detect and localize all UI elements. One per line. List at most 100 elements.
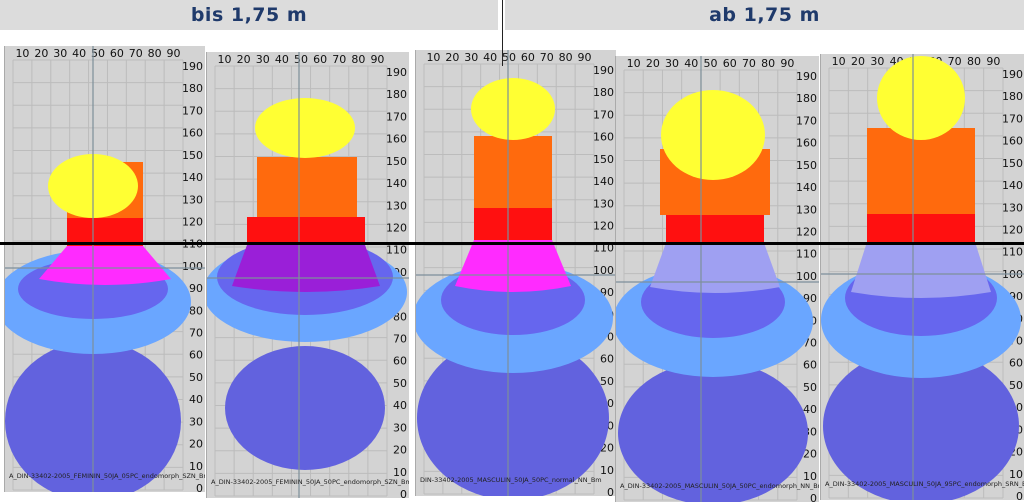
x-tick-label: 70 [540, 51, 554, 64]
x-tick-label: 20 [34, 47, 48, 60]
x-tick-label: 80 [761, 57, 775, 70]
y-tick-label: 0 [196, 482, 203, 492]
y-tick-label: 170 [182, 104, 203, 117]
body-shape-figure: 1020304050607080901901801701601501401301… [821, 54, 1024, 500]
shoulder-shape [455, 240, 571, 292]
x-tick-label: 20 [646, 57, 660, 70]
panel-feminin-50pc: 10 20 30 40 50 60 70 80 90 190 180 170 160 150 140 130 1… [206, 52, 409, 498]
neck-lower-block [67, 218, 143, 246]
y-tick-label: 130 [1002, 201, 1023, 214]
x-tick-label: 30 [665, 57, 679, 70]
neck-upper-block [257, 157, 357, 217]
neck-upper-block [474, 136, 552, 208]
head-shape [661, 90, 765, 180]
y-tick-label: 130 [593, 197, 614, 210]
x-tick-label: 90 [578, 51, 592, 64]
banner-right: ab 1,75 m [505, 0, 1024, 30]
panel-caption: A_DIN-33402-2005_FEMININ_50JA_05PC_endom… [9, 472, 205, 480]
y-tick-label: 70 [189, 327, 203, 340]
y-tick-label: 180 [182, 82, 203, 95]
shoulder-shape [39, 246, 171, 285]
neck-lower-block [474, 208, 552, 240]
x-tick-label: 90 [780, 57, 794, 70]
head-shape [471, 78, 555, 140]
x-tick-label: 30 [53, 47, 67, 60]
y-tick-label: 20 [393, 444, 407, 457]
y-tick-label: 10 [393, 466, 407, 479]
y-tick-label: 30 [393, 421, 407, 434]
x-tick-label: 10 [426, 51, 440, 64]
banner-left: bis 1,75 m [0, 0, 498, 30]
y-tick-label: 180 [593, 86, 614, 99]
y-tick-label: 110 [386, 244, 407, 257]
x-tick-label: 60 [110, 47, 124, 60]
section-divider [502, 0, 503, 66]
x-tick-label: 20 [851, 55, 865, 68]
panel-masculin-50pc-endomorph: 10 20 30 40 50 60 70 80 90 190 180 170 160 150 140 130 1… [615, 56, 819, 502]
y-tick-label: 170 [593, 108, 614, 121]
y-tick-label: 0 [607, 486, 614, 496]
x-tick-label: 60 [313, 53, 327, 66]
belly-shape [823, 348, 1019, 500]
x-tick-label: 40 [483, 51, 497, 64]
y-tick-label: 180 [1002, 90, 1023, 103]
y-tick-label: 0 [400, 488, 407, 498]
y-tick-label: 50 [189, 371, 203, 384]
y-tick-label: 160 [593, 131, 614, 144]
y-tick-label: 80 [189, 304, 203, 317]
reference-line-110 [0, 242, 1024, 245]
y-tick-label: 20 [803, 448, 817, 461]
x-tick-label: 10 [15, 47, 29, 60]
x-tick-label: 10 [627, 57, 641, 70]
y-tick-label: 120 [1002, 223, 1023, 236]
y-tick-label: 20 [189, 438, 203, 451]
x-tick-label: 50 [502, 51, 516, 64]
y-tick-label: 90 [189, 282, 203, 295]
x-tick-label: 60 [521, 51, 535, 64]
x-tick-label: 30 [870, 55, 884, 68]
y-tick-label: 150 [182, 149, 203, 162]
x-tick-label: 20 [445, 51, 459, 64]
y-tick-label: 10 [600, 464, 614, 477]
y-tick-label: 50 [393, 377, 407, 390]
y-tick-label: 100 [796, 270, 817, 283]
y-tick-label: 110 [796, 248, 817, 261]
x-tick-label: 40 [275, 53, 289, 66]
x-tick-label: 60 [723, 57, 737, 70]
shoulder-shape [232, 245, 380, 292]
banner-left-label: bis 1,75 m [190, 4, 308, 26]
y-tick-label: 60 [189, 349, 203, 362]
y-tick-label: 10 [189, 460, 203, 473]
y-tick-label: 120 [386, 221, 407, 234]
x-tick-label: 80 [967, 55, 981, 68]
x-tick-label: 90 [986, 55, 1000, 68]
neck-lower-block [247, 217, 365, 245]
y-tick-label: 190 [182, 60, 203, 73]
panel-caption: A_DIN-33402-2005_FEMININ_50JA_50PC_endom… [211, 478, 409, 486]
y-tick-label: 120 [593, 219, 614, 232]
y-tick-label: 130 [386, 199, 407, 212]
x-tick-label: 80 [148, 47, 162, 60]
x-tick-label: 70 [129, 47, 143, 60]
y-tick-label: 120 [182, 215, 203, 228]
x-tick-label: 40 [72, 47, 86, 60]
y-tick-label: 170 [386, 110, 407, 123]
y-tick-label: 190 [1002, 68, 1023, 81]
neck-lower-block [666, 215, 764, 243]
panel-feminin-05pc: 10 20 30 40 50 60 70 80 90 190 180 170 160 150 140 130 1… [4, 46, 205, 492]
y-tick-label: 140 [182, 171, 203, 184]
belly-shape [417, 336, 609, 496]
banner-right-label: ab 1,75 m [709, 4, 820, 26]
y-tick-label: 140 [386, 177, 407, 190]
y-tick-label: 40 [393, 399, 407, 412]
y-tick-label: 160 [796, 137, 817, 150]
head-shape [255, 98, 355, 158]
x-tick-label: 70 [948, 55, 962, 68]
x-tick-label: 70 [332, 53, 346, 66]
y-tick-label: 130 [796, 203, 817, 216]
y-tick-label: 60 [393, 355, 407, 368]
y-tick-label: 50 [1009, 379, 1023, 392]
y-tick-label: 60 [600, 353, 614, 366]
